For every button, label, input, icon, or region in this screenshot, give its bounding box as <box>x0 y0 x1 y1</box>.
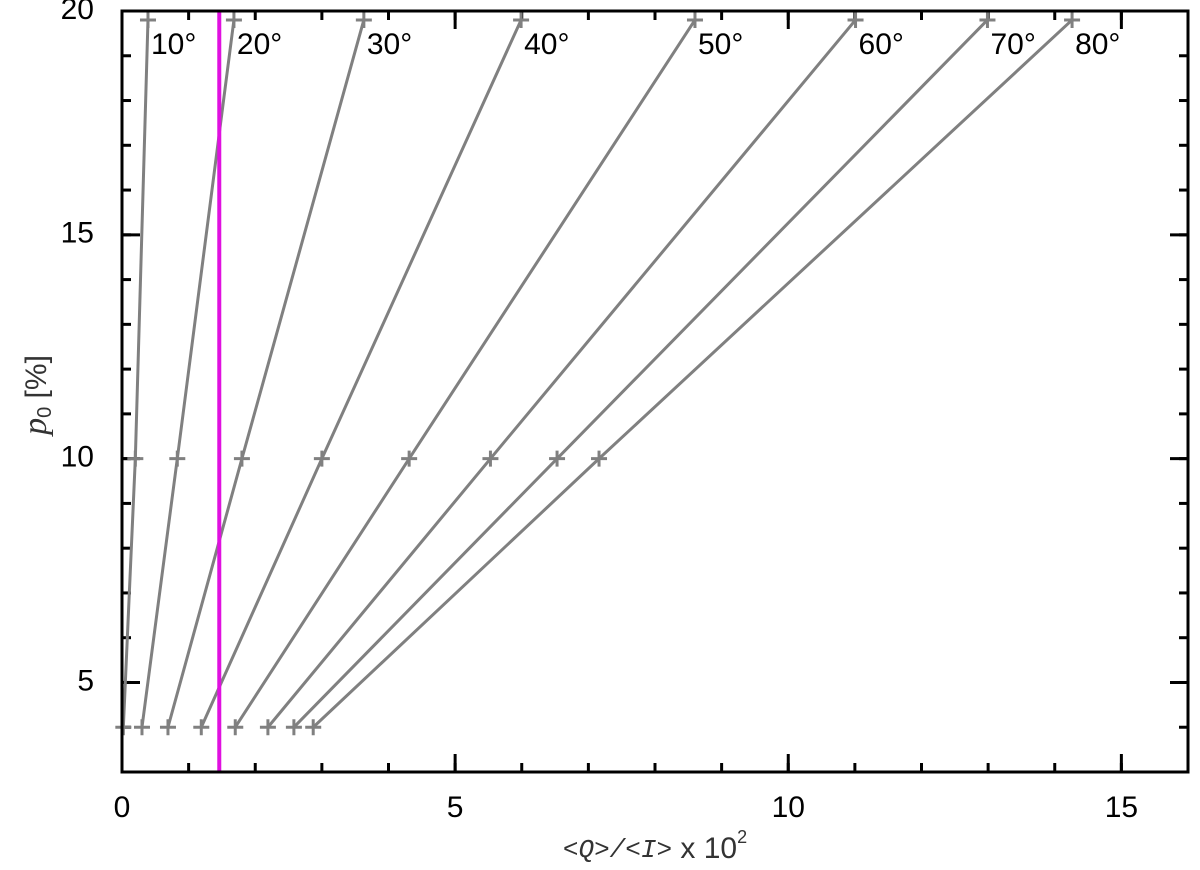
point-marker <box>259 719 276 736</box>
x-label-text: <Q>/<I> <box>563 835 672 865</box>
series-line <box>234 19 697 729</box>
x-tick-label: 0 <box>114 791 131 824</box>
y-tick-label: 10 <box>61 441 94 474</box>
series-label: 30° <box>367 28 412 61</box>
series-label: 60° <box>859 28 904 61</box>
point-marker <box>847 11 864 28</box>
series-line <box>312 18 1074 729</box>
series-label: 50° <box>698 28 743 61</box>
x-axis-label: <Q>/<I> x 102 <box>563 827 747 865</box>
y-label-unit: [%] <box>20 355 53 407</box>
point-marker <box>513 11 530 28</box>
x-label-suffix: x 10 <box>672 832 737 865</box>
series-line <box>292 18 989 729</box>
point-marker <box>401 450 418 467</box>
y-label-subscript: 0 <box>34 407 56 418</box>
series-label: 10° <box>151 28 196 61</box>
point-marker <box>227 719 244 736</box>
point-marker <box>233 450 250 467</box>
series-label: 80° <box>1075 28 1120 61</box>
y-tick-label: 20 <box>61 0 94 26</box>
point-marker <box>139 11 156 28</box>
series-line <box>266 18 857 729</box>
point-marker <box>193 719 210 736</box>
point-marker <box>549 450 566 467</box>
point-marker <box>979 11 996 28</box>
point-marker <box>169 450 186 467</box>
point-marker <box>355 11 372 28</box>
point-marker <box>159 719 176 736</box>
point-marker <box>591 450 608 467</box>
series-line <box>199 19 523 728</box>
point-marker <box>305 719 322 736</box>
y-tick-label: 15 <box>61 217 94 250</box>
point-marker <box>313 450 330 467</box>
y-label-symbol: p <box>17 418 54 437</box>
point-marker <box>127 450 144 467</box>
x-tick-label: 15 <box>1105 791 1138 824</box>
series-line <box>166 19 366 728</box>
point-marker <box>225 11 242 28</box>
point-marker <box>285 719 302 736</box>
point-marker <box>1064 11 1081 28</box>
series-label: 40° <box>524 28 569 61</box>
point-marker <box>482 450 499 467</box>
x-label-power: 2 <box>737 827 747 847</box>
point-marker <box>686 11 703 28</box>
x-tick-label: 5 <box>447 791 464 824</box>
series-label: 20° <box>237 28 282 61</box>
x-tick-label: 10 <box>772 791 805 824</box>
plot-frame <box>120 9 1190 774</box>
series-line <box>121 19 150 728</box>
series-label: 70° <box>990 28 1035 61</box>
point-marker <box>133 719 150 736</box>
y-axis-label: p0 [%] <box>17 355 56 437</box>
y-tick-label: 5 <box>77 664 94 697</box>
